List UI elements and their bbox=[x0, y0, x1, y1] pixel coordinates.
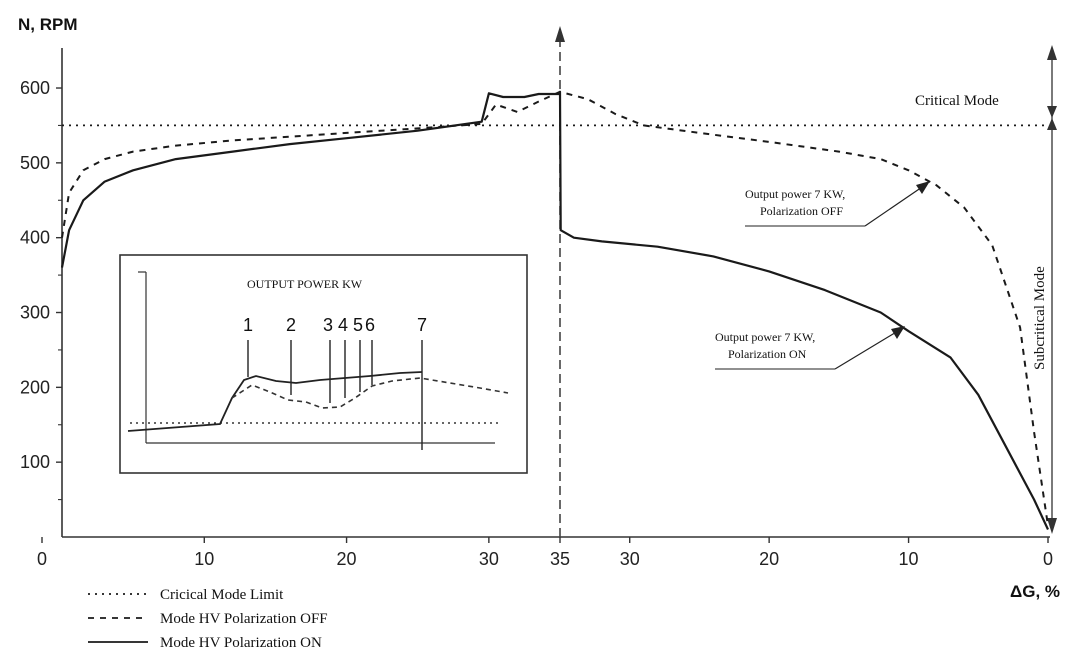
x-tick-label: 10 bbox=[899, 549, 919, 569]
inset-marker-label: 6 bbox=[365, 315, 375, 335]
annotation-on: Output power 7 KW, Polarization ON bbox=[715, 326, 905, 370]
x-tick-label: 10 bbox=[194, 549, 214, 569]
legend: Cricical Mode Limit Mode HV Polarization … bbox=[88, 587, 328, 651]
annotation-off-arrow bbox=[864, 182, 929, 227]
series-line-3 bbox=[60, 90, 1049, 530]
x-axis-label: ΔG, % bbox=[1010, 582, 1060, 601]
x-tick-label: 0 bbox=[1043, 549, 1053, 569]
y-tick-label: 300 bbox=[20, 303, 50, 323]
inset-on-curve bbox=[127, 371, 423, 432]
annotation-off: Output power 7 KW, Polarization OFF bbox=[745, 181, 930, 227]
x-tick-label: 35 bbox=[550, 549, 570, 569]
region-critical-label: Critical Mode bbox=[915, 93, 999, 109]
x-tick-label: 20 bbox=[337, 549, 357, 569]
x-tick-label: 30 bbox=[620, 549, 640, 569]
annotation-on-line-1: Output power 7 KW, bbox=[715, 330, 815, 344]
inset-title: OUTPUT POWER KW bbox=[247, 277, 363, 291]
y-tick-label: 500 bbox=[20, 153, 50, 173]
inset-marker-label: 3 bbox=[323, 315, 333, 335]
y-tick-label: 100 bbox=[20, 452, 50, 472]
x-tick-label: 20 bbox=[759, 549, 779, 569]
annotation-off-line-2: Polarization OFF bbox=[760, 204, 843, 218]
inset-marker-label: 4 bbox=[338, 315, 348, 335]
region-subcritical-label: Subcritical Mode bbox=[1032, 266, 1048, 370]
inset-marker-label: 2 bbox=[286, 315, 296, 335]
y-tick-label: 600 bbox=[20, 78, 50, 98]
annotation-on-line-2: Polarization ON bbox=[728, 347, 807, 361]
inset-marker-label: 5 bbox=[353, 315, 363, 335]
inset-frame bbox=[119, 254, 528, 474]
x-ticks: 0 10 20 30 35 30 20 10 0 bbox=[37, 537, 1053, 569]
critical-arrow-mid-down bbox=[1047, 106, 1057, 118]
annotation-on-arrow bbox=[834, 327, 904, 370]
annotation-off-line-1: Output power 7 KW, bbox=[745, 187, 845, 201]
legend-label: Mode HV Polarization OFF bbox=[160, 611, 328, 627]
series-layer bbox=[60, 90, 1049, 530]
annotation-on-arrowhead bbox=[891, 326, 905, 339]
y-tick-label: 200 bbox=[20, 377, 50, 397]
inset-marker-label: 1 bbox=[243, 315, 253, 335]
legend-label: Mode HV Polarization ON bbox=[160, 635, 322, 651]
x-tick-label: 0 bbox=[37, 549, 47, 569]
inset-marker-label: 7 bbox=[417, 315, 427, 335]
legend-label: Cricical Mode Limit bbox=[160, 587, 284, 603]
y-axis-label: N, RPM bbox=[18, 15, 78, 34]
x-tick-label: 30 bbox=[479, 549, 499, 569]
y-tick-label: 400 bbox=[20, 228, 50, 248]
subcritical-arrow-bottom bbox=[1047, 518, 1057, 534]
center-divider-arrowhead bbox=[555, 26, 565, 42]
critical-arrow-mid bbox=[1047, 118, 1057, 130]
inset-off-curve bbox=[231, 377, 509, 409]
annotation-off-arrowhead bbox=[916, 181, 930, 194]
y-ticks: 100 200 300 400 500 600 bbox=[20, 78, 62, 501]
subcritical-arrow-top bbox=[1047, 45, 1057, 60]
